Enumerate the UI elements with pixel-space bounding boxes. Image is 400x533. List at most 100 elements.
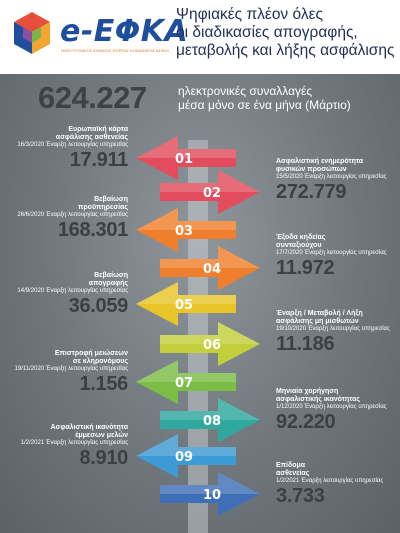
- item-value: 92.220: [276, 411, 336, 433]
- arrow-step-05: 05: [136, 282, 236, 326]
- item-title-line-1: Ευρωπαϊκή κάρτα: [68, 126, 128, 133]
- arrow-step-08: 08: [160, 398, 260, 442]
- arrow-highlight: [160, 170, 260, 192]
- step-number: 02: [203, 186, 221, 201]
- item-date: 1/2/2021 Έναρξη λειτουργίας υπηρεσίας: [276, 478, 384, 484]
- item-title-line-1: Ασφαλιστική ενημερότητα: [276, 158, 364, 165]
- item-value: 272.779: [276, 181, 347, 203]
- item-value: 168.301: [57, 219, 129, 241]
- arrow-highlight: [136, 360, 236, 382]
- summary-desc-line-1: ηλεκτρονικές συναλλαγές: [178, 84, 313, 98]
- step-number: 03: [175, 224, 193, 239]
- step-number: 06: [203, 338, 221, 353]
- arrow-highlight: [136, 282, 236, 304]
- item-date: 1/2/2021 Έναρξη λειτουργίας υπηρεσίας: [20, 440, 128, 446]
- item-title-line-1: Μηνιαία χορήγηση: [276, 388, 339, 395]
- item-date: 17/7/2020 Έναρξη λειτουργίας υπηρεσίας: [276, 250, 387, 256]
- item-date: 16/3/2020 Έναρξη λειτουργίας υπηρεσίας: [17, 142, 128, 148]
- item-title-line-2: προϋπηρεσίας: [77, 204, 128, 211]
- arrow-shape: [136, 434, 236, 478]
- item-date: 1/12/2020 Έναρξη λειτουργίας υπηρεσίας: [276, 404, 387, 410]
- arrow-shape: [160, 246, 260, 290]
- arrow-shape: [136, 136, 236, 180]
- logo-text: e-ΕΦΚΑ: [60, 14, 189, 49]
- total-transactions: 624.227: [38, 80, 147, 115]
- item-title-line-1: Επίδομα: [276, 462, 306, 469]
- item-04: Έξοδα κηδείας συνταξιούχου 17/7/2020 Έναρξ…: [276, 234, 398, 279]
- step-number: 09: [175, 450, 193, 465]
- arrow-step-03: 03: [136, 208, 236, 252]
- arrow-step-02: 02: [160, 170, 260, 214]
- item-03: Βεβαίωση προϋπηρεσίας 26/6/2020 Έναρξη λει…: [4, 196, 128, 241]
- item-date: 26/6/2020 Έναρξη λειτουργίας υπηρεσίας: [17, 212, 128, 218]
- item-value: 8.910: [79, 447, 128, 469]
- summary-description: ηλεκτρονικές συναλλαγές μέσα μόνο σε ένα…: [178, 84, 398, 112]
- item-06: Έναρξη / Μεταβολή / Λήξη ασφάλισης μη μισ…: [276, 310, 398, 355]
- item-title-line-1: Έξοδα κηδείας: [276, 234, 326, 241]
- arrow-step-01: 01: [136, 136, 236, 180]
- item-title-line-2: απογραφής: [88, 280, 128, 287]
- item-title-line-1: Βεβαίωση: [94, 196, 128, 203]
- item-date: 15/5/2020 Έναρξη λειτουργίας υπηρεσίας: [276, 174, 387, 180]
- item-05: Βεβαίωση απογραφής 14/9/2020 Έναρξη λειτου…: [4, 272, 128, 317]
- item-08: Μηνιαία χορήγηση ασφαλιστικής ικανότητας 1…: [276, 388, 398, 433]
- arrow-shape: [136, 208, 236, 252]
- arrow-step-10: 10: [160, 472, 260, 516]
- item-title-line-2: ασφαλιστικής ικανότητας: [276, 396, 361, 403]
- arrow-shape: [136, 282, 236, 326]
- arrow-highlight: [160, 472, 260, 494]
- item-date: 19/11/2020 Έναρξη λειτουργίας υπηρεσίας: [14, 366, 128, 372]
- header: e-ΕΦΚΑ ΗΛΕΚΤΡΟΝΙΚΟΣ ΕΘΝΙΚΟΣ ΦΟΡΕΑΣ ΚΟΙΝΩ…: [0, 0, 400, 74]
- step-number: 08: [203, 414, 221, 429]
- summary-desc-line-2: μέσα μόνο σε ένα μήνα (Μάρτιο): [178, 98, 351, 112]
- item-date: 14/9/2020 Έναρξη λειτουργίας υπηρεσίας: [17, 288, 128, 294]
- item-title-line-1: Έναρξη / Μεταβολή / Λήξη: [276, 310, 363, 317]
- item-value: 11.972: [276, 257, 335, 279]
- item-title-line-2: ασφάλισης ασθενείας: [55, 134, 128, 141]
- arrow-shape: [160, 472, 260, 516]
- item-title-line-1: Επιστροφή μειώσεων: [54, 350, 128, 357]
- arrow-highlight: [136, 208, 236, 230]
- arrow-shape: [136, 360, 236, 404]
- item-07: Επιστροφή μειώσεων σε κληρονόμους 19/11/20…: [4, 350, 129, 395]
- item-title-line-2: σε κληρονόμους: [72, 358, 128, 365]
- arrow-shape: [160, 398, 260, 442]
- arrow-step-06: 06: [160, 322, 260, 366]
- item-title-line-1: Βεβαίωση: [94, 272, 128, 279]
- item-value: 17.911: [69, 149, 129, 171]
- arrow-shape: [160, 170, 260, 214]
- item-date: 19/10/2020 Έναρξη λειτουργίας υπηρεσίας: [276, 326, 390, 332]
- item-10: Επίδομα ασθενείας 1/2/2021 Έναρξη λειτουργ…: [276, 462, 398, 507]
- title-line-3: μεταβολής και λήξης ασφάλισης: [176, 42, 395, 59]
- item-value: 11.186: [276, 333, 335, 355]
- efka-logo-icon: [14, 12, 50, 54]
- item-title-line-1: Ασφαλιστική ικανότητα: [50, 424, 129, 431]
- item-value: 36.059: [68, 295, 129, 317]
- step-number: 04: [203, 262, 221, 277]
- item-09: Ασφαλιστική ικανότητα έμμεσων μελών 1/2/20…: [4, 424, 129, 469]
- item-title-line-2: συνταξιούχου: [276, 242, 322, 249]
- item-01: Ευρωπαϊκή κάρτα ασφάλισης ασθενείας 16/3/2…: [4, 126, 128, 171]
- arrow-highlight: [136, 136, 236, 158]
- title-line-1: Ψηφιακές πλέον όλες: [176, 6, 323, 23]
- arrow-highlight: [136, 434, 236, 456]
- item-value: 1.156: [79, 373, 128, 395]
- step-number: 05: [175, 298, 193, 313]
- arrow-shape: [160, 322, 260, 366]
- item-title-line-2: έμμεσων μελών: [75, 432, 128, 439]
- arrow-highlight: [160, 246, 260, 268]
- title-line-2: οι διαδικασίες απογραφής,: [176, 24, 358, 41]
- item-title-line-2: ασφάλισης μη μισθωτών: [276, 318, 359, 325]
- item-title-line-2: φυσικών προσώπων: [276, 166, 347, 173]
- arrow-highlight: [160, 398, 260, 420]
- arrow-highlight: [160, 322, 260, 344]
- step-number: 10: [203, 488, 221, 503]
- item-value: 3.733: [276, 485, 325, 507]
- page-title: Ψηφιακές πλέον όλες οι διαδικασίες απογρ…: [176, 6, 398, 60]
- arrow-step-04: 04: [160, 246, 260, 290]
- step-number: 07: [175, 376, 193, 391]
- arrow-step-07: 07: [136, 360, 236, 404]
- step-number: 01: [175, 152, 193, 167]
- arrow-step-09: 09: [136, 434, 236, 478]
